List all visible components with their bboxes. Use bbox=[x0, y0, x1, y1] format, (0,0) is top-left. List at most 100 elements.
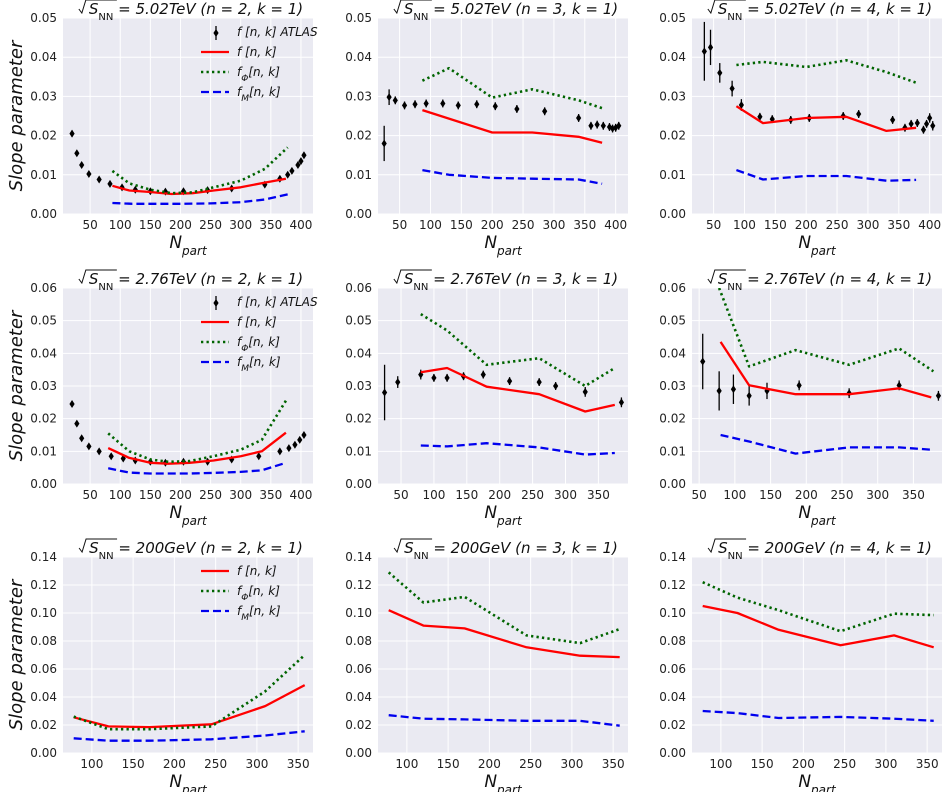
series-group bbox=[700, 288, 942, 455]
x-tick-label: 250 bbox=[512, 218, 535, 232]
series-line bbox=[736, 169, 917, 182]
x-tick-label: 300 bbox=[856, 218, 879, 232]
series-group bbox=[702, 581, 935, 722]
data-point bbox=[746, 391, 752, 400]
x-tick-label: 100 bbox=[419, 218, 442, 232]
data-point bbox=[553, 382, 559, 390]
y-tick-label: 0.02 bbox=[30, 412, 57, 426]
x-tick-label: 350 bbox=[573, 218, 596, 232]
data-point bbox=[609, 124, 616, 133]
data-point bbox=[74, 419, 80, 428]
data-point bbox=[576, 113, 582, 122]
x-axis-label: Npart bbox=[798, 503, 837, 528]
y-tick-label: 0.12 bbox=[659, 578, 686, 592]
series-group bbox=[73, 654, 306, 742]
x-tick-label: 200 bbox=[478, 757, 501, 771]
sqrt-sign bbox=[78, 538, 118, 554]
x-axis-label: Npart bbox=[169, 772, 208, 792]
series-line bbox=[387, 571, 621, 645]
data-point bbox=[297, 435, 303, 444]
x-tick-label: 350 bbox=[902, 488, 925, 502]
series-line bbox=[719, 341, 932, 399]
sqrt-sign bbox=[707, 0, 746, 15]
y-tick-label: 0.14 bbox=[345, 550, 372, 564]
x-tick-label: 350 bbox=[916, 757, 939, 771]
series-line bbox=[422, 109, 603, 144]
data-point bbox=[707, 43, 714, 52]
y-tick-label: 0.04 bbox=[345, 346, 372, 360]
series-line bbox=[422, 168, 603, 185]
series-line bbox=[111, 146, 289, 195]
data-point bbox=[444, 373, 450, 382]
y-tick-label: 0.03 bbox=[345, 379, 372, 393]
x-tick-label: 400 bbox=[918, 218, 941, 232]
x-tick-label: 200 bbox=[169, 488, 192, 502]
legend-label: f [n, k] bbox=[237, 564, 277, 578]
y-tick-label: 0.02 bbox=[345, 412, 372, 426]
sqrt-sign bbox=[393, 269, 432, 285]
panel-title: SNN = 2.76TeV (n = 2, k = 1) bbox=[89, 270, 303, 293]
y-tick-label: 0.00 bbox=[659, 746, 686, 760]
y-tick-label: 0.08 bbox=[345, 634, 372, 648]
x-tick-label: 100 bbox=[733, 218, 756, 232]
data-point bbox=[423, 99, 429, 108]
series-line bbox=[720, 433, 932, 455]
x-tick-label: 400 bbox=[289, 488, 312, 502]
panel-title: SNN = 2.76TeV (n = 3, k = 1) bbox=[404, 270, 618, 293]
x-tick-label: 200 bbox=[481, 218, 504, 232]
series-line bbox=[107, 461, 287, 475]
data-point bbox=[79, 434, 85, 443]
series-line bbox=[112, 193, 288, 205]
data-point bbox=[796, 381, 802, 390]
panel-2: 0.00 0.01 0.02 0.03 0.04 0.05 50 100 150 200 250 30… bbox=[345, 0, 628, 258]
legend-marker bbox=[213, 299, 219, 307]
y-tick-label: 0.04 bbox=[345, 50, 372, 64]
y-tick-label: 0.06 bbox=[30, 281, 57, 295]
x-tick-label: 250 bbox=[831, 488, 854, 502]
data-point bbox=[514, 104, 520, 113]
panel-3: 0.00 0.01 0.02 0.03 0.04 0.05 50 100 150 200 250 30… bbox=[659, 0, 942, 258]
x-tick-label: 300 bbox=[554, 488, 577, 502]
x-tick-label: 100 bbox=[422, 488, 445, 502]
series-line bbox=[107, 400, 288, 464]
y-tick-label: 0.14 bbox=[659, 550, 686, 564]
x-tick-label: 400 bbox=[604, 218, 627, 232]
x-tick-label: 200 bbox=[795, 488, 818, 502]
data-point bbox=[277, 447, 283, 456]
x-tick-label: 50 bbox=[392, 218, 407, 232]
x-tick-label: 50 bbox=[692, 488, 707, 502]
y-tick-label: 0.06 bbox=[345, 662, 372, 676]
data-point bbox=[757, 112, 763, 121]
data-point bbox=[381, 139, 387, 148]
legend-label: f [n, k] ATLAS bbox=[237, 295, 318, 309]
series-line bbox=[73, 684, 306, 729]
y-tick-label: 0.08 bbox=[30, 634, 57, 648]
plot-area bbox=[378, 18, 628, 214]
data-point bbox=[856, 110, 862, 119]
legend-label: f [n, k] ATLAS bbox=[237, 25, 318, 39]
y-tick-label: 0.06 bbox=[659, 662, 686, 676]
y-axis-label: Slope parameter bbox=[6, 309, 27, 461]
sqrt-sign bbox=[707, 269, 746, 285]
plot-area bbox=[692, 18, 942, 214]
series-line bbox=[736, 58, 917, 84]
legend-label: f [n, k] bbox=[237, 45, 277, 59]
y-tick-label: 0.00 bbox=[30, 477, 57, 491]
y-tick-label: 0.05 bbox=[659, 314, 686, 328]
data-point bbox=[506, 377, 513, 386]
y-tick-label: 0.02 bbox=[345, 718, 372, 732]
data-point bbox=[285, 170, 291, 179]
x-tick-label: 100 bbox=[723, 488, 746, 502]
data-point bbox=[594, 120, 600, 129]
series-group bbox=[69, 129, 307, 205]
data-point bbox=[96, 447, 102, 456]
x-tick-label: 100 bbox=[109, 218, 132, 232]
x-tick-label: 300 bbox=[245, 757, 268, 771]
y-tick-label: 0.04 bbox=[659, 690, 686, 704]
y-tick-label: 0.00 bbox=[30, 746, 57, 760]
series-line bbox=[388, 714, 620, 727]
data-point bbox=[301, 431, 307, 439]
series-line bbox=[702, 581, 934, 633]
series-group bbox=[387, 571, 621, 727]
